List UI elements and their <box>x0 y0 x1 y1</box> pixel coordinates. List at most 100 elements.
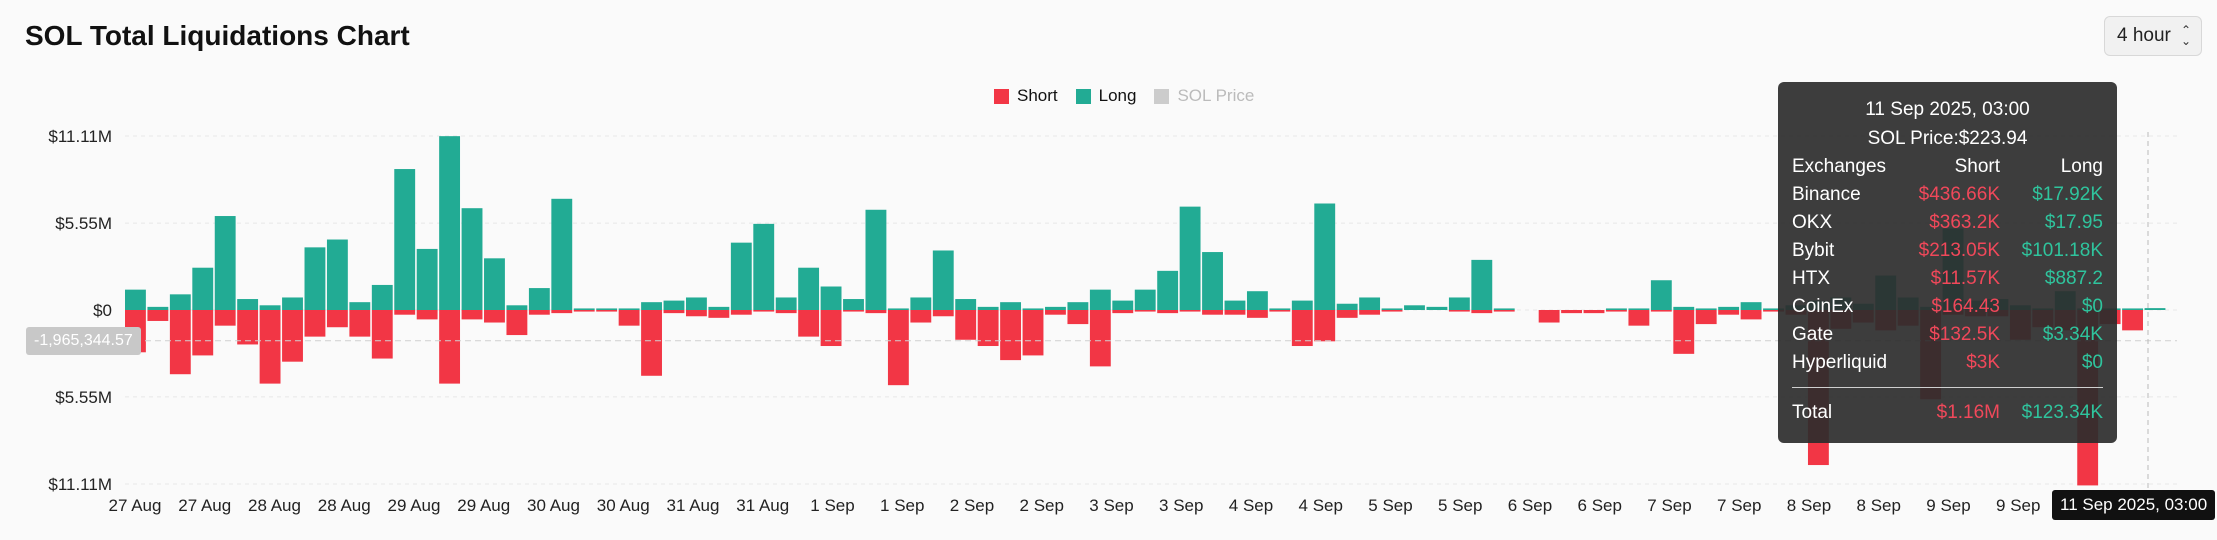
short-bar <box>820 310 842 347</box>
long-bar <box>1246 291 1268 310</box>
tooltip-header-short: Short <box>1954 156 2000 177</box>
legend-item-price[interactable]: SOL Price <box>1154 86 1254 106</box>
short-bar <box>439 310 461 384</box>
tooltip-total-short: $1.16M <box>1936 402 2000 423</box>
short-bar <box>1538 310 1560 323</box>
long-bar <box>214 216 236 310</box>
y-tick-label: $5.55M <box>55 388 112 407</box>
short-bar <box>1606 310 1627 312</box>
tooltip-short: $436.66K <box>1918 184 2000 205</box>
tooltip-total-label: Total <box>1792 402 1833 423</box>
tooltip-short: $164.43 <box>1931 296 2000 317</box>
long-bar <box>1022 308 1044 310</box>
long-bar <box>1381 308 1403 310</box>
long-bar <box>1269 308 1291 310</box>
short-bar <box>685 310 707 317</box>
x-tick-label: 31 Aug <box>736 496 789 515</box>
long-bar <box>1471 259 1493 310</box>
short-bar <box>641 310 662 376</box>
tooltip-price: SOL Price:$223.94 <box>1867 128 2028 149</box>
short-bar <box>1650 310 1672 312</box>
short-bar <box>214 310 236 326</box>
long-bar <box>955 299 977 310</box>
x-tick-label: 2 Sep <box>950 496 994 515</box>
short-bar <box>1471 310 1493 314</box>
long-bar <box>147 306 169 310</box>
short-bar <box>887 310 909 386</box>
y-tick-label: $11.11M <box>48 475 112 494</box>
short-bar <box>753 310 775 312</box>
long-bar <box>1336 303 1358 310</box>
short-bar <box>169 310 191 375</box>
x-tick-label: 8 Sep <box>1787 496 1831 515</box>
short-bar <box>1000 310 1022 361</box>
short-bar <box>551 310 573 314</box>
long-bar <box>1718 306 1740 310</box>
short-bar <box>282 310 303 362</box>
short-bar <box>1763 310 1784 312</box>
legend-swatch-long <box>1075 88 1091 104</box>
long-bar <box>753 223 775 310</box>
long-bar <box>1045 306 1066 310</box>
long-bar <box>192 267 214 310</box>
tooltip-row: OKX $363.2K $17.95 <box>1792 212 2103 240</box>
x-tick-label: 1 Sep <box>810 496 854 515</box>
short-bar <box>1157 310 1179 314</box>
tooltip-short: $132.5K <box>1929 324 2000 345</box>
tooltip-short: $3K <box>1966 352 2000 373</box>
short-bar <box>865 310 887 314</box>
short-bar <box>1067 310 1089 325</box>
tooltip-long: $0 <box>2081 296 2103 317</box>
legend-item-long[interactable]: Long <box>1075 86 1136 106</box>
page-title: SOL Total Liquidations Chart <box>25 20 410 51</box>
y-tick-label: $11.11M <box>48 127 112 146</box>
x-tick-label: 30 Aug <box>527 496 580 515</box>
x-tick-label: 9 Sep <box>1996 496 2040 515</box>
tooltip-header-long: Long <box>2060 156 2103 177</box>
short-bar <box>371 310 393 359</box>
interval-select[interactable]: 4 hour ⌃ ⌄ <box>2104 16 2202 56</box>
short-bar <box>730 310 752 315</box>
x-tick-label: 27 Aug <box>109 496 162 515</box>
long-bar <box>349 302 371 310</box>
long-bar <box>371 284 393 310</box>
tooltip-header-row: Exchanges Short Long <box>1792 156 2103 184</box>
long-bar <box>775 297 797 310</box>
short-bar <box>506 310 528 336</box>
short-bar <box>1673 310 1695 354</box>
long-bar <box>1202 252 1223 310</box>
short-bar <box>394 310 416 315</box>
tooltip-row: HTX $11.57K $887.2 <box>1792 268 2103 296</box>
short-bar <box>1112 310 1134 314</box>
long-bar <box>685 297 707 310</box>
short-bar <box>1561 310 1583 314</box>
legend-swatch-short <box>994 88 1009 104</box>
long-bar <box>394 169 416 310</box>
short-bar <box>1448 310 1470 312</box>
tooltip-long: $3.34K <box>2042 324 2103 345</box>
tooltip-divider <box>1792 387 2103 388</box>
short-bar <box>1493 310 1515 312</box>
short-bar <box>1045 310 1066 315</box>
short-bar <box>1740 310 1762 320</box>
tooltip-long: $101.18K <box>2021 240 2103 261</box>
short-bar <box>932 310 954 317</box>
short-bar <box>484 310 505 323</box>
y-tick-label: $5.55M <box>55 214 112 233</box>
long-bar <box>1673 306 1695 310</box>
legend-item-short[interactable]: Short <box>994 86 1058 106</box>
tooltip-row: Binance $436.66K $17.92K <box>1792 184 2103 212</box>
short-bar <box>573 310 595 312</box>
tooltip-header-exchanges: Exchanges <box>1792 156 1887 177</box>
long-bar <box>1493 308 1515 310</box>
long-bar <box>1695 308 1717 310</box>
x-tick-label: 2 Sep <box>1020 496 1064 515</box>
short-bar <box>1224 310 1246 315</box>
short-bar <box>2122 310 2143 331</box>
long-bar <box>1448 297 1470 310</box>
tooltip-date: 11 Sep 2025, 03:00 <box>1865 99 2030 120</box>
short-bar <box>1246 310 1268 318</box>
long-bar <box>304 247 326 310</box>
x-tick-label: 30 Aug <box>597 496 650 515</box>
short-bar <box>304 310 326 337</box>
